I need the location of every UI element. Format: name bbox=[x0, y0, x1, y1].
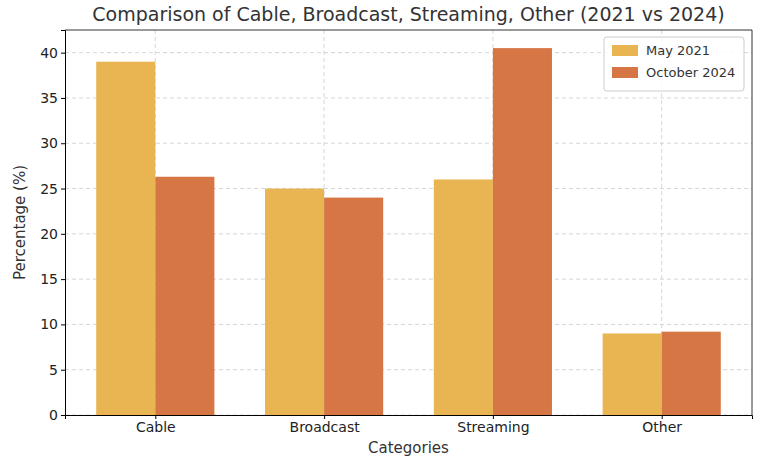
legend-swatch bbox=[612, 67, 638, 78]
x-tick-label: Broadcast bbox=[290, 419, 361, 435]
legend-box bbox=[604, 37, 744, 91]
x-tick-label: Other bbox=[642, 419, 682, 435]
y-tick-mark bbox=[61, 279, 65, 280]
x-axis: Cable Broadcast Streaming Other bbox=[66, 415, 753, 435]
y-grid-line bbox=[65, 97, 752, 98]
bar bbox=[265, 189, 324, 415]
x-tick: Cable bbox=[136, 415, 176, 435]
bar bbox=[603, 333, 662, 415]
legend: May 2021 October 2024 bbox=[604, 37, 744, 91]
y-tick: 0 bbox=[49, 407, 65, 423]
y-tick-mark bbox=[61, 370, 65, 371]
y-tick: 35 bbox=[40, 90, 65, 106]
bars bbox=[96, 48, 721, 415]
bar bbox=[493, 48, 552, 415]
y-tick: 30 bbox=[40, 135, 65, 151]
y-tick-mark bbox=[61, 324, 65, 325]
legend-label: October 2024 bbox=[646, 65, 735, 80]
y-axis-line bbox=[61, 31, 66, 416]
legend-label: May 2021 bbox=[646, 43, 710, 58]
x-tick-label: Cable bbox=[136, 419, 176, 435]
y-axis-title: Percentage (%) bbox=[11, 165, 29, 280]
bar bbox=[155, 177, 214, 415]
title: Comparison of Cable, Broadcast, Streamin… bbox=[92, 3, 724, 25]
y-tick-label: 40 bbox=[40, 45, 58, 61]
y-axis: 0 5 10 15 20 25 30 35 40 bbox=[40, 31, 65, 423]
y-tick-label: 20 bbox=[40, 226, 58, 242]
chart: 0 5 10 15 20 25 30 35 40 Cable Broadcast Streaming O… bbox=[0, 0, 768, 459]
y-tick: 10 bbox=[40, 316, 65, 332]
y-tick-mark bbox=[61, 53, 65, 54]
y-tick-label: 0 bbox=[49, 407, 58, 423]
y-tick-label: 15 bbox=[40, 271, 58, 287]
bar bbox=[96, 62, 155, 415]
y-tick-label: 25 bbox=[40, 181, 58, 197]
bar bbox=[662, 332, 721, 415]
y-tick-label: 35 bbox=[40, 90, 58, 106]
y-tick-mark bbox=[61, 189, 65, 190]
x-tick: Streaming bbox=[457, 415, 529, 435]
y-tick: 5 bbox=[49, 362, 65, 378]
y-tick: 40 bbox=[40, 45, 65, 61]
legend-swatch bbox=[612, 45, 638, 56]
y-grid-line bbox=[65, 143, 752, 144]
x-axis-title: Categories bbox=[368, 439, 449, 457]
x-tick: Broadcast bbox=[290, 415, 361, 435]
y-tick-mark bbox=[61, 234, 65, 235]
y-tick: 25 bbox=[40, 181, 65, 197]
bar bbox=[324, 198, 383, 415]
y-tick-label: 10 bbox=[40, 316, 58, 332]
bar bbox=[434, 179, 493, 415]
frame-right bbox=[752, 30, 753, 415]
grid bbox=[65, 30, 752, 415]
y-tick-mark bbox=[61, 98, 65, 99]
y-tick: 20 bbox=[40, 226, 65, 242]
y-tick-mark bbox=[61, 143, 65, 144]
y-tick-mark bbox=[61, 415, 65, 416]
x-tick-label: Streaming bbox=[457, 419, 529, 435]
y-tick-label: 30 bbox=[40, 135, 58, 151]
frame-top bbox=[65, 30, 752, 31]
y-tick-label: 5 bbox=[49, 362, 58, 378]
x-tick: Other bbox=[642, 415, 682, 435]
y-tick: 15 bbox=[40, 271, 65, 287]
